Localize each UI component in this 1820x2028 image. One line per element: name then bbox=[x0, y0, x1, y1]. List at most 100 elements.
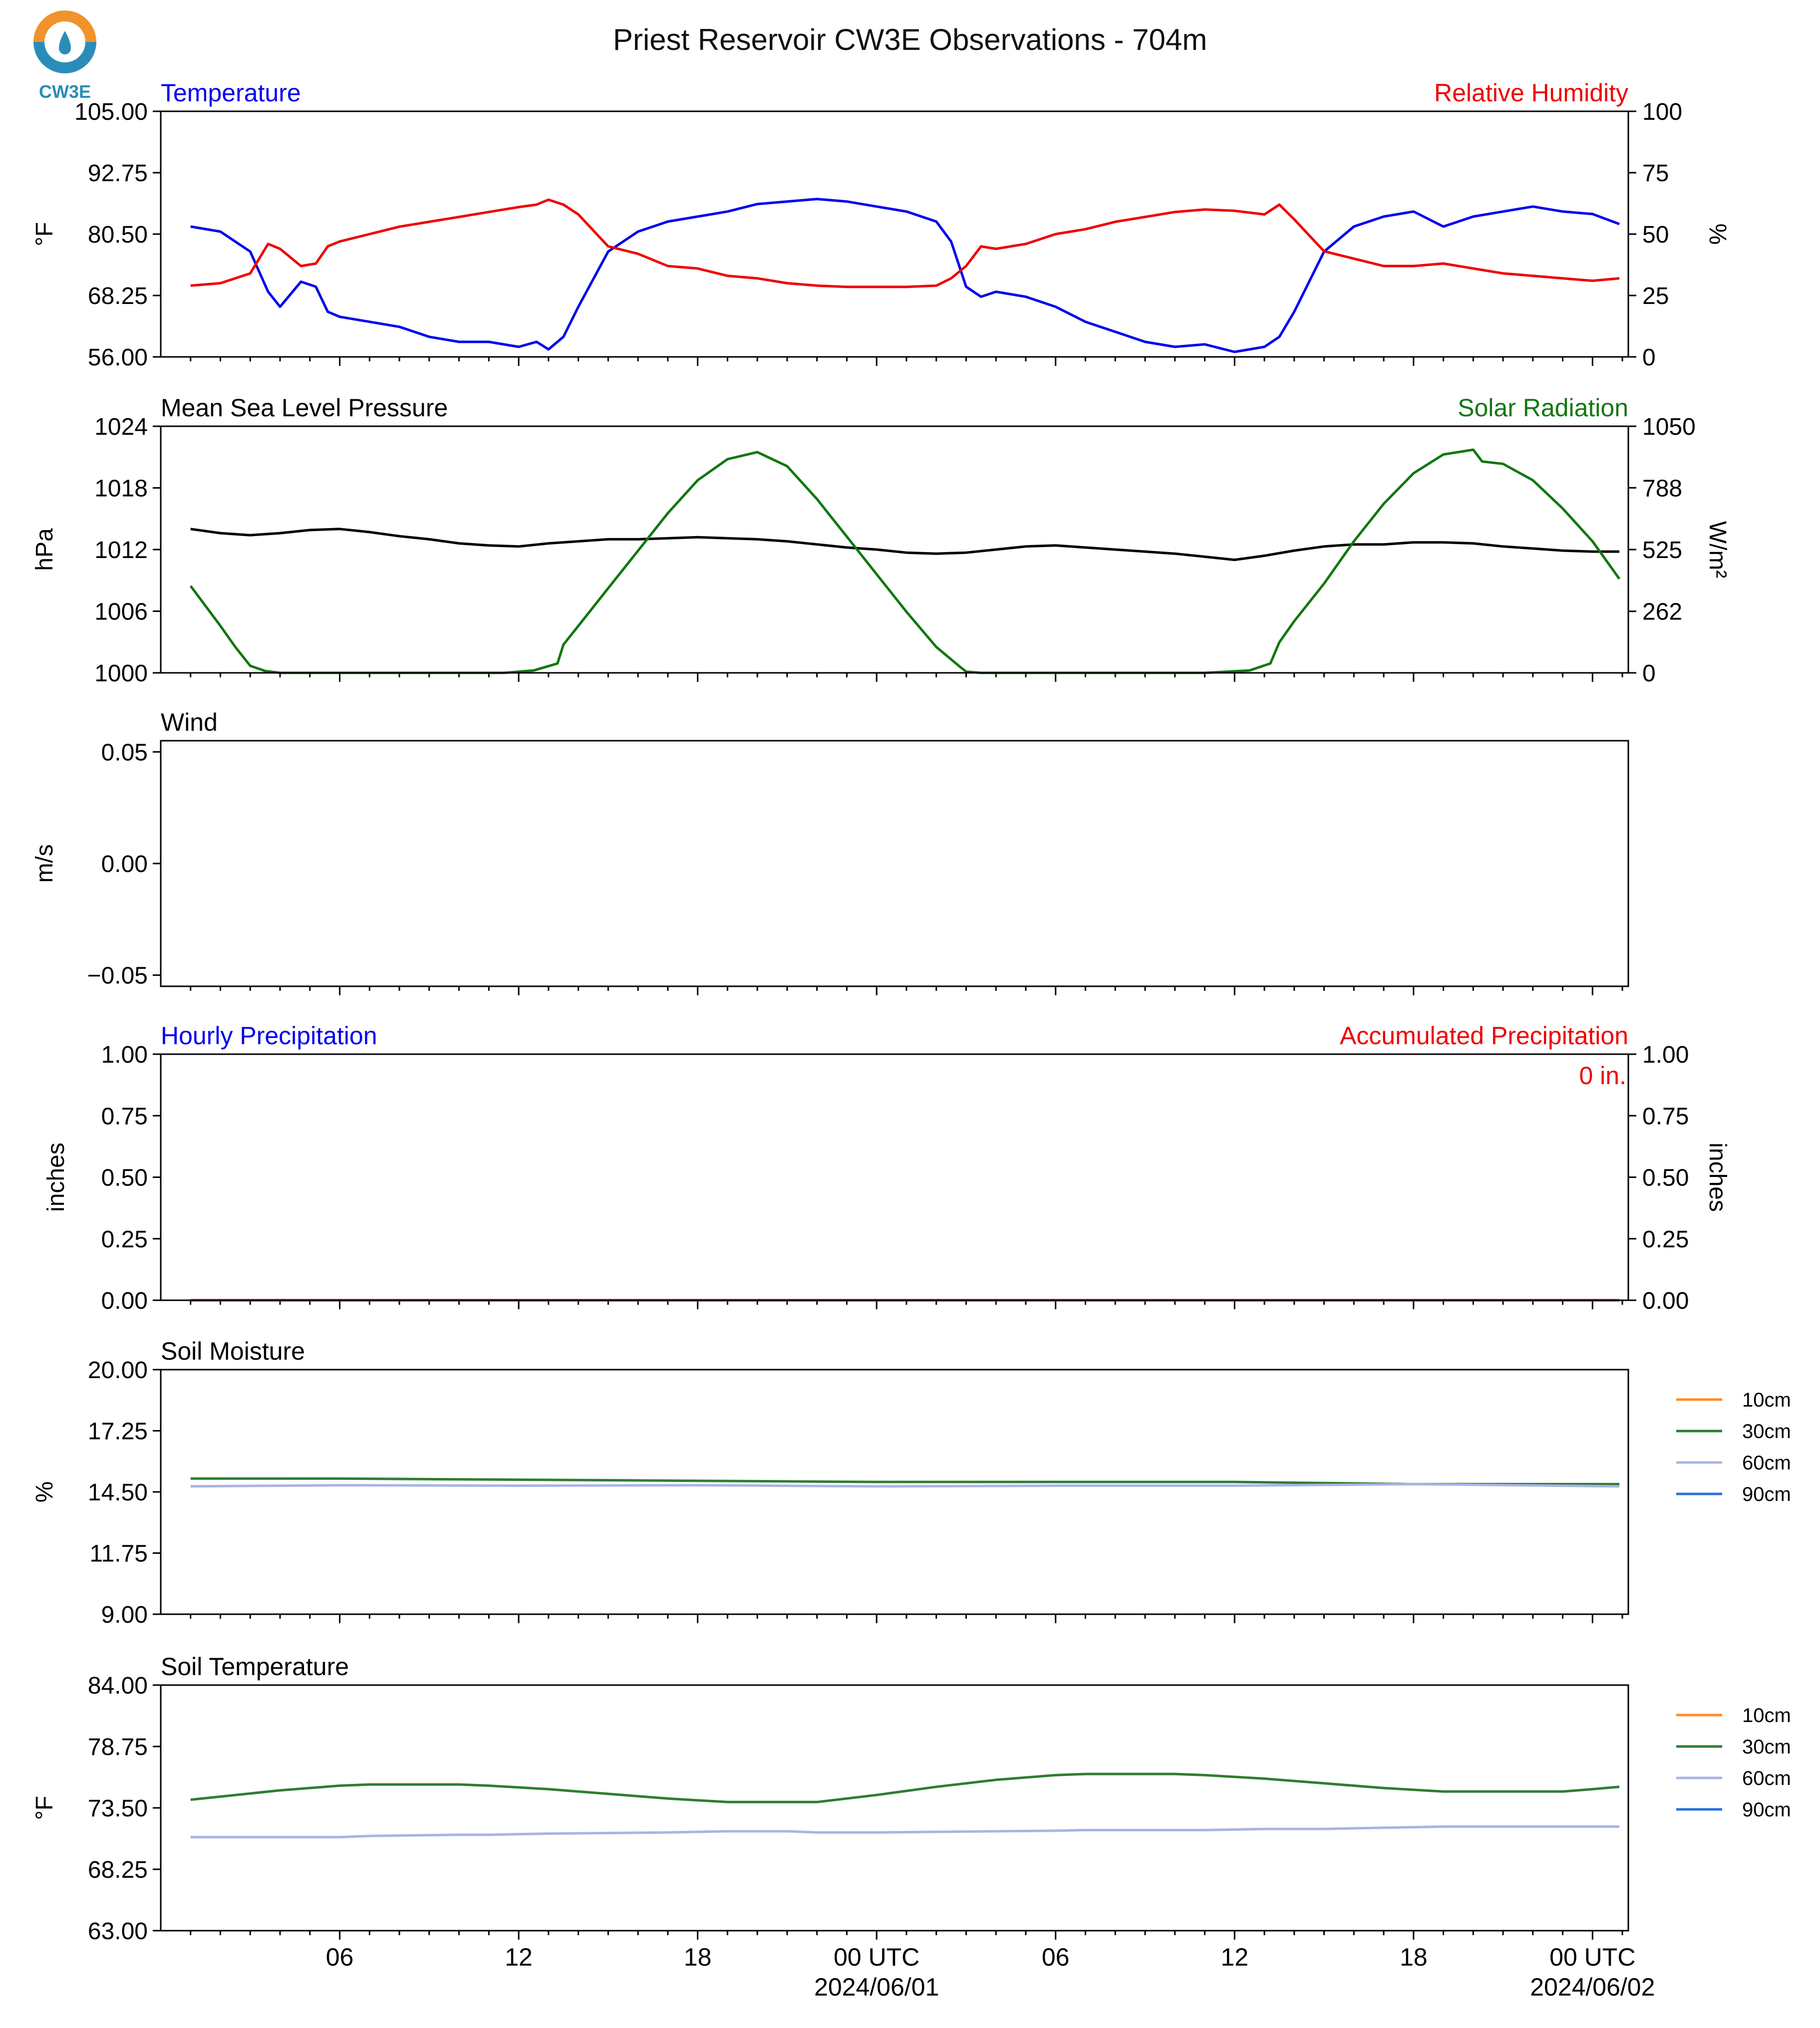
y-tick-label-right: 100 bbox=[1642, 99, 1682, 125]
series-solar-radiation bbox=[189, 448, 1621, 674]
legend-label-60cm: 60cm bbox=[1742, 1452, 1791, 1474]
legend-label-60cm: 60cm bbox=[1742, 1767, 1791, 1789]
y-tick-label-left: 0.50 bbox=[101, 1165, 148, 1191]
panel-title-left: Temperature bbox=[161, 79, 301, 107]
y-tick-label-left: 14.50 bbox=[88, 1479, 148, 1506]
series-60cm bbox=[190, 1825, 1620, 1839]
plot-frame bbox=[160, 110, 1629, 358]
y-axis-label-left: % bbox=[31, 1481, 58, 1503]
y-tick-label-right: 0.50 bbox=[1642, 1165, 1689, 1191]
series-relative-humidity bbox=[190, 198, 1620, 289]
panel-pressure-solar: 1000 1006 1012 1018 1024 0 262 525 788 1050 Mean S… bbox=[31, 394, 1731, 687]
y-tick-label-left: 68.25 bbox=[88, 283, 148, 309]
panel-soil-moisture: 9.00 11.75 14.50 17.25 20.00 Soil Moisture% 10… bbox=[31, 1337, 1791, 1628]
y-tick-label-left: 0.25 bbox=[101, 1226, 148, 1253]
y-tick-label-right: 1050 bbox=[1642, 414, 1696, 440]
y-axis-label-right: % bbox=[1704, 224, 1731, 245]
y-tick-label-right: 525 bbox=[1642, 537, 1682, 564]
legend-label-90cm: 90cm bbox=[1742, 1799, 1791, 1821]
panel-title-right: Relative Humidity bbox=[1434, 79, 1628, 107]
y-tick-label-left: 0.00 bbox=[101, 851, 148, 877]
y-tick-label-left: 1024 bbox=[94, 414, 148, 440]
y-tick-label-right: 788 bbox=[1642, 475, 1682, 502]
legend-label-30cm: 30cm bbox=[1742, 1736, 1791, 1758]
y-tick-label-left: 56.00 bbox=[88, 344, 148, 371]
panel-wind: −0.05 0.00 0.05 Wind m/s bbox=[31, 708, 1629, 995]
x-tick-label: 12 bbox=[1220, 1943, 1248, 1971]
cw3e-logo: CW3E bbox=[33, 10, 96, 102]
panel-title-left: Soil Temperature bbox=[161, 1653, 349, 1681]
y-tick-label-right: 50 bbox=[1642, 222, 1669, 248]
panels: 56.00 68.25 80.50 92.75 105.00 0 25 50 75 100 Temp… bbox=[31, 79, 1791, 2001]
y-tick-label-right: 75 bbox=[1642, 160, 1669, 187]
y-tick-label-right: 0.25 bbox=[1642, 1226, 1689, 1253]
accumulated-total-label: 0 in. bbox=[1579, 1062, 1626, 1090]
panel-temperature-humidity: 56.00 68.25 80.50 92.75 105.00 0 25 50 75 100 Temp… bbox=[31, 79, 1731, 371]
y-axis-label-left: °F bbox=[31, 1796, 58, 1820]
y-tick-label-left: −0.05 bbox=[87, 963, 148, 989]
y-tick-label-right: 1.00 bbox=[1642, 1042, 1689, 1068]
x-tick-label: 00 UTC bbox=[834, 1943, 919, 1971]
y-tick-label-left: 17.25 bbox=[88, 1419, 148, 1445]
y-tick-label-right: 0.00 bbox=[1642, 1288, 1689, 1314]
logo-drop-inner-icon bbox=[59, 31, 71, 54]
y-axis-label-left: m/s bbox=[31, 844, 58, 882]
panel-title-left: Soil Moisture bbox=[161, 1337, 305, 1365]
panel-title-left: Mean Sea Level Pressure bbox=[161, 394, 448, 422]
panel-title-left: Hourly Precipitation bbox=[161, 1022, 377, 1050]
plot-frame bbox=[160, 425, 1629, 674]
y-tick-label-left: 68.25 bbox=[88, 1857, 148, 1883]
y-axis-label-left: °F bbox=[31, 222, 58, 247]
series-60cm bbox=[190, 1482, 1620, 1488]
figure-title: Priest Reservoir CW3E Observations - 704… bbox=[613, 23, 1207, 56]
panel-soil-temperature: 63.00 68.25 73.50 78.75 84.00 Soil Temperatur… bbox=[31, 1653, 1791, 1945]
y-tick-label-left: 11.75 bbox=[89, 1541, 148, 1567]
logo-ring-bottom bbox=[33, 41, 96, 73]
panel-title-right: Accumulated Precipitation bbox=[1340, 1022, 1628, 1050]
y-axis-label-left: inches bbox=[43, 1143, 69, 1212]
x-tick-label: 18 bbox=[1400, 1943, 1428, 1971]
y-tick-label-left: 0.75 bbox=[101, 1103, 148, 1130]
x-date-label: 2024/06/01 bbox=[814, 1973, 939, 2001]
y-tick-label-left: 1.00 bbox=[101, 1042, 148, 1068]
y-axis-label-left: hPa bbox=[31, 528, 58, 571]
series-mean-sea-level-pressure bbox=[190, 528, 1620, 562]
panel-title-left: Wind bbox=[161, 708, 218, 736]
panel-title-right: Solar Radiation bbox=[1458, 394, 1628, 422]
x-date-label: 2024/06/02 bbox=[1530, 1973, 1655, 2001]
plot-frame bbox=[160, 1684, 1629, 1932]
y-tick-label-left: 92.75 bbox=[88, 160, 148, 187]
y-tick-label-left: 1006 bbox=[94, 599, 148, 625]
plot-frame bbox=[160, 1053, 1629, 1301]
y-tick-label-right: 0.75 bbox=[1642, 1103, 1689, 1130]
logo-ring-top bbox=[33, 10, 96, 42]
x-tick-label: 12 bbox=[505, 1943, 533, 1971]
x-tick-label: 18 bbox=[684, 1943, 712, 1971]
y-tick-label-left: 63.00 bbox=[88, 1918, 148, 1945]
x-tick-label: 00 UTC bbox=[1549, 1943, 1635, 1971]
y-tick-label-left: 80.50 bbox=[88, 222, 148, 248]
y-tick-label-right: 25 bbox=[1642, 283, 1669, 309]
y-tick-label-left: 0.05 bbox=[101, 739, 148, 766]
y-tick-label-left: 78.75 bbox=[88, 1734, 148, 1760]
legend-label-10cm: 10cm bbox=[1742, 1389, 1791, 1411]
x-tick-label: 06 bbox=[1042, 1943, 1070, 1971]
y-tick-label-left: 9.00 bbox=[101, 1602, 148, 1628]
y-axis-label-right: W/m² bbox=[1704, 521, 1731, 579]
legend-label-10cm: 10cm bbox=[1742, 1705, 1791, 1727]
y-tick-label-left: 105.00 bbox=[74, 99, 148, 125]
y-tick-label-left: 1012 bbox=[94, 537, 148, 564]
y-tick-label-right: 0 bbox=[1642, 660, 1656, 687]
y-tick-label-left: 20.00 bbox=[88, 1357, 148, 1384]
panel-precipitation: 0.00 0.25 0.50 0.75 1.00 0.00 0.25 0.50 0.75 1.00… bbox=[43, 1022, 1731, 1314]
y-tick-label-right: 262 bbox=[1642, 599, 1682, 625]
plot-frame bbox=[160, 1369, 1629, 1615]
y-tick-label-right: 0 bbox=[1642, 344, 1656, 371]
y-tick-label-left: 84.00 bbox=[88, 1673, 148, 1699]
plot-frame bbox=[160, 740, 1629, 987]
legend-label-90cm: 90cm bbox=[1742, 1483, 1791, 1505]
y-axis-label-right: inches bbox=[1704, 1143, 1731, 1212]
logo-text: CW3E bbox=[39, 81, 91, 102]
